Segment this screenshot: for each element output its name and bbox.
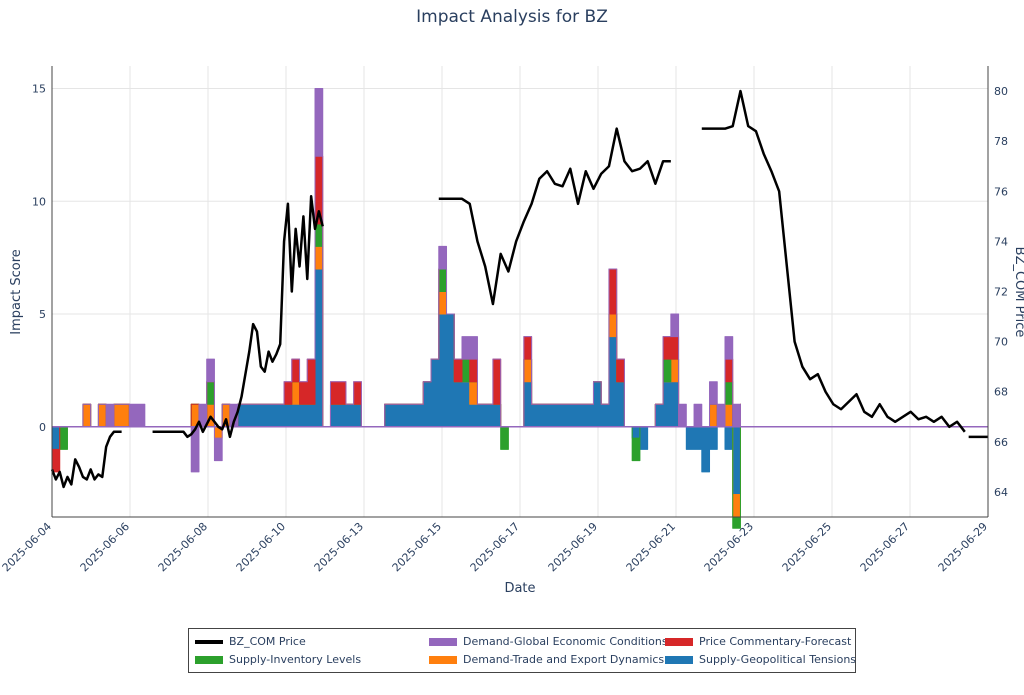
legend-label: BZ_COM Price bbox=[229, 635, 306, 648]
x-tick-label: 2025-06-23 bbox=[702, 520, 756, 574]
legend-item-price[interactable]: BZ_COM Price bbox=[195, 635, 306, 648]
y2-tick-label: 68 bbox=[994, 386, 1008, 399]
y-tick-label: 15 bbox=[32, 83, 46, 96]
legend-item-geopolitical[interactable]: Supply-Geopolitical Tensions bbox=[665, 653, 856, 666]
y2-tick-labels: 64 66 68 70 72 74 76 78 80 bbox=[994, 85, 1008, 499]
legend-label: Supply-Inventory Levels bbox=[229, 653, 362, 666]
legend-item-commentary[interactable]: Price Commentary-Forecast bbox=[665, 635, 851, 648]
legend-price-swatch bbox=[195, 639, 223, 644]
chart-title: Impact Analysis for BZ bbox=[416, 7, 608, 27]
area-trade bbox=[51, 245, 741, 518]
legend-inventory-swatch bbox=[195, 655, 223, 664]
price-segment bbox=[701, 89, 966, 433]
legend-label: Demand-Trade and Export Dynamics bbox=[463, 653, 665, 666]
legend-economic-swatch bbox=[429, 637, 457, 646]
y-tick-labels: 0 5 10 15 bbox=[32, 83, 46, 434]
y2-tick-label: 78 bbox=[994, 135, 1008, 148]
y2-tick-label: 70 bbox=[994, 336, 1008, 349]
legend-commentary-swatch bbox=[665, 637, 693, 646]
y2-tick-label: 80 bbox=[994, 85, 1008, 98]
area-inventory bbox=[51, 223, 741, 529]
y2-tick-label: 64 bbox=[994, 486, 1008, 499]
x-tick-labels: 2025-06-04 2025-06-06 2025-06-08 2025-06-10… bbox=[0, 520, 990, 574]
y2-tick-label: 74 bbox=[994, 235, 1008, 248]
x-tick-label: 2025-06-10 bbox=[234, 520, 288, 574]
legend-label: Supply-Geopolitical Tensions bbox=[699, 653, 857, 666]
x-tick-label: 2025-06-29 bbox=[936, 520, 990, 574]
x-tick-label: 2025-06-25 bbox=[780, 520, 834, 574]
y-tick-label: 0 bbox=[39, 421, 46, 434]
y-tick-label: 10 bbox=[32, 195, 46, 208]
legend: BZ_COM Price Demand-Global Economic Cond… bbox=[188, 628, 856, 673]
area-economic bbox=[51, 88, 741, 473]
impact-areas bbox=[51, 88, 988, 529]
legend-item-trade[interactable]: Demand-Trade and Export Dynamics bbox=[429, 653, 664, 666]
price-segment bbox=[50, 430, 122, 489]
legend-item-economic[interactable]: Demand-Global Economic Conditions bbox=[429, 635, 668, 648]
y2-axis-label: BZ_COM Price bbox=[1012, 247, 1024, 338]
legend-label: Demand-Global Economic Conditions bbox=[463, 635, 668, 648]
x-tick-label: 2025-06-13 bbox=[312, 520, 366, 574]
price-segment bbox=[152, 195, 324, 439]
y2-tick-label: 66 bbox=[994, 436, 1008, 449]
x-tick-label: 2025-06-08 bbox=[156, 520, 210, 574]
price-segment bbox=[438, 127, 671, 306]
x-axis-label: Date bbox=[504, 581, 535, 596]
y2-tick-label: 76 bbox=[994, 185, 1008, 198]
legend-geopolitical-swatch bbox=[665, 655, 693, 664]
x-tick-label: 2025-06-06 bbox=[78, 520, 132, 574]
x-tick-label: 2025-06-17 bbox=[468, 520, 522, 574]
legend-trade-swatch bbox=[429, 655, 457, 664]
legend-item-inventory[interactable]: Supply-Inventory Levels bbox=[195, 653, 361, 666]
legend-label: Price Commentary-Forecast bbox=[699, 635, 852, 648]
y2-tick-label: 72 bbox=[994, 286, 1008, 299]
y-axis-label: Impact Score bbox=[9, 249, 24, 335]
axes bbox=[51, 66, 989, 518]
x-tick-label: 2025-06-19 bbox=[546, 520, 600, 574]
x-tick-label: 2025-06-21 bbox=[624, 520, 678, 574]
x-tick-label: 2025-06-15 bbox=[390, 520, 444, 574]
x-tick-label: 2025-06-27 bbox=[858, 520, 912, 574]
price-line bbox=[50, 89, 988, 489]
y-tick-label: 5 bbox=[39, 308, 46, 321]
x-tick-label: 2025-06-04 bbox=[0, 520, 54, 574]
